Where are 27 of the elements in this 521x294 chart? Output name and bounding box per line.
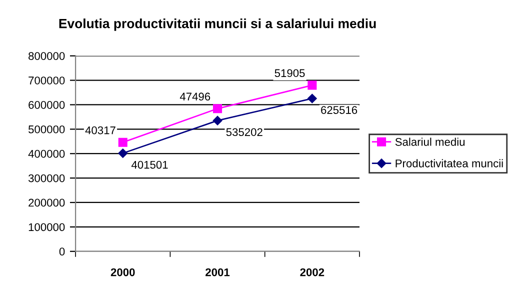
y-tick-label: 400000 [28,150,65,158]
annotation: 51905 [274,69,305,78]
data-label: 535202 [226,128,262,136]
chart-title: Evolutia productivitatii muncii si a salariului mediu [59,18,376,31]
point [118,148,128,158]
y-tick-label: 0 [59,248,65,256]
x-tick-label: 2001 [206,268,230,276]
y-tick-label: 600000 [28,101,65,109]
y-tick-label: 100000 [28,223,65,232]
annotation: 40317 [85,126,116,134]
y-tick-label: 200000 [28,198,65,207]
y-tick-label: 800000 [28,52,65,60]
legend-label: Salariul mediu [395,138,465,146]
data-label: 401501 [131,160,168,169]
point [213,104,222,114]
y-tick-label: 300000 [28,174,65,182]
x-tick-label: 2002 [300,268,324,276]
point [308,80,317,90]
y-tick-label: 500000 [28,125,65,134]
data-label: 625516 [321,106,358,114]
point [308,94,317,104]
x-tick-label: 2000 [110,268,135,276]
point [212,116,222,126]
legend-label: Productivitatea muncii [396,159,503,168]
point [118,138,128,147]
y-tick-label: 700000 [28,76,65,84]
annotation: 47496 [180,92,210,101]
